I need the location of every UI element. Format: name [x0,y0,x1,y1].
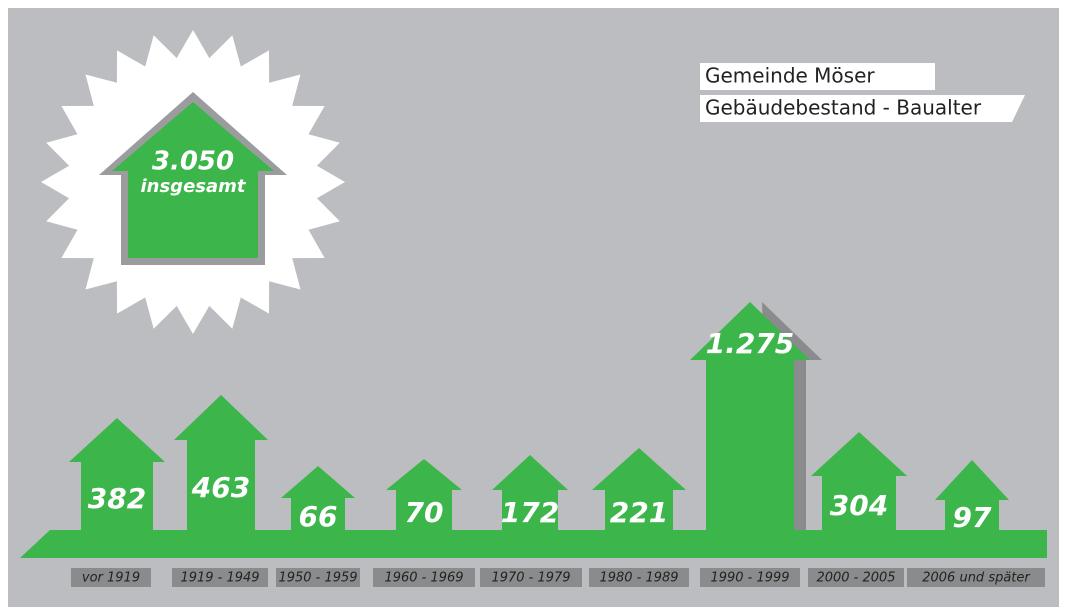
total-label: insgesamt [140,176,246,197]
period-box [276,568,360,587]
period-box [172,568,268,587]
period-label: 2000 - 2005 [816,571,895,586]
header-box [700,95,1025,122]
header-line: Gebäudebestand - Baualter [705,96,982,120]
house-count: 97 [953,501,992,534]
house [69,418,165,532]
house [592,448,686,532]
house [281,466,355,532]
house-count: 221 [610,496,668,529]
header-line: Gemeinde Möser [705,64,875,88]
period-box [373,568,475,587]
house-count: 1.275 [706,327,795,360]
period-box [589,568,689,587]
period-label: 1990 - 1999 [710,571,789,586]
header-box [700,63,935,90]
house-count: 304 [830,489,888,522]
period-box [71,568,151,587]
total-house [112,102,274,258]
period-label: 1960 - 1969 [384,571,463,586]
house-count: 463 [191,471,250,504]
house-count: 66 [299,500,338,533]
house-count: 382 [88,482,146,515]
period-label: 1919 - 1949 [180,571,259,586]
house [935,460,1009,532]
period-label: 1950 - 1959 [278,571,357,586]
house-count: 172 [501,496,559,529]
house [174,395,268,532]
period-box [480,568,582,587]
period-box [700,568,800,587]
ground-bar [20,530,1047,558]
house [386,459,462,532]
house [690,302,810,532]
period-label: 1970 - 1979 [491,571,570,586]
period-label: vor 1919 [82,571,140,586]
period-box [808,568,904,587]
house-count: 70 [405,496,444,529]
period-box [907,568,1045,587]
period-label: 1980 - 1989 [599,571,678,586]
house [492,455,568,532]
period-label: 2006 und später [922,571,1031,586]
total-count: 3.050 [152,147,234,177]
house [811,432,907,532]
